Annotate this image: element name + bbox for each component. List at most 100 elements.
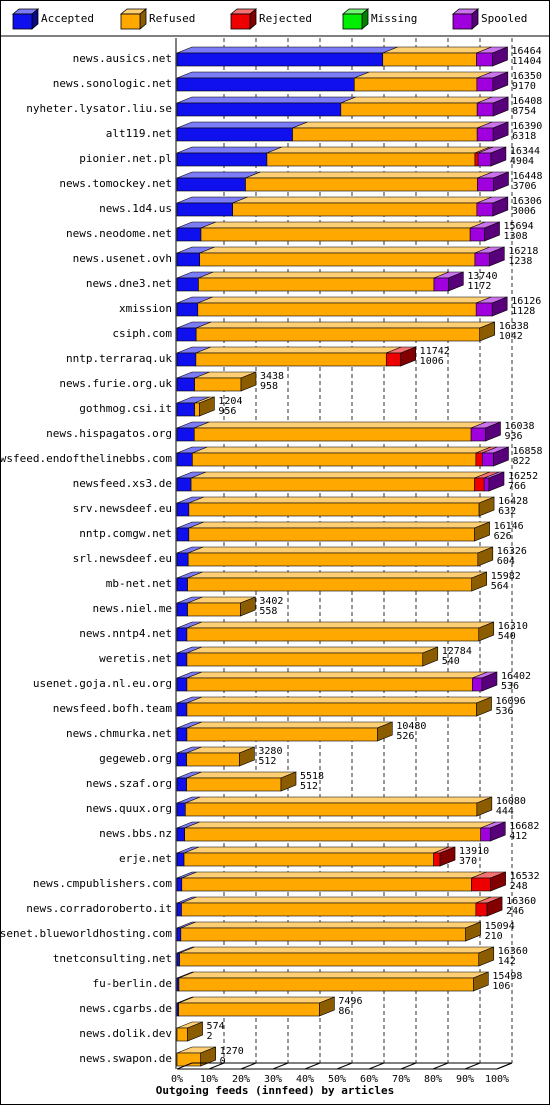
bar-segment-top-refused xyxy=(188,496,495,504)
bar-segment-top-refused xyxy=(200,221,486,229)
bar-end-face xyxy=(200,1046,216,1067)
tick-label: 60% xyxy=(360,1074,378,1085)
bar-segment-rejected xyxy=(474,152,479,167)
bar-end-face xyxy=(477,546,494,567)
bar-segment-accepted xyxy=(176,577,188,592)
bar-segment-accepted xyxy=(176,202,233,217)
bar-end-face xyxy=(490,146,507,167)
bar-segment-spooled xyxy=(475,302,493,317)
accepted-label: 0 xyxy=(220,1056,226,1067)
category-label: tnetconsulting.net xyxy=(53,952,172,965)
bar-segment-top-refused xyxy=(188,546,493,554)
bar-segment-top-refused xyxy=(197,296,492,304)
bar-row-news-bbs-nz xyxy=(176,821,506,842)
accepted-label: 1042 xyxy=(499,331,523,342)
accepted-label: 210 xyxy=(485,931,503,942)
bar-segment-refused xyxy=(232,202,478,217)
bar-segment-refused xyxy=(186,752,240,767)
bar-segment-accepted xyxy=(176,627,188,642)
bar-row-pionier-net-pl xyxy=(176,146,507,167)
category-label: newsfeed.bofh.team xyxy=(53,702,173,715)
bar-segment-refused xyxy=(186,677,473,692)
accepted-label: 2 xyxy=(207,1031,213,1042)
accepted-label: 142 xyxy=(498,956,516,967)
tick-label: 30% xyxy=(264,1074,282,1085)
accepted-label: 3706 xyxy=(512,181,536,192)
bar-end-face xyxy=(465,921,481,942)
legend-swatch-rejected xyxy=(229,8,258,30)
bar-segment-refused xyxy=(292,127,478,142)
bar-segment-top-accepted xyxy=(176,96,356,104)
total-label: 16360 xyxy=(498,946,528,957)
category-label: weretis.net xyxy=(99,652,172,665)
total-label: 16326 xyxy=(497,546,527,557)
bar-end-face xyxy=(492,96,509,117)
total-label: 10480 xyxy=(396,721,426,732)
tick-label: 100% xyxy=(485,1074,509,1085)
accepted-label: 558 xyxy=(259,606,277,617)
bar-segment-accepted xyxy=(176,477,192,492)
legend-label-accepted: Accepted xyxy=(41,12,94,25)
bar-end-face xyxy=(422,646,439,667)
bar-row-nyheter-lysator-liu-se xyxy=(176,96,509,117)
total-label: 16310 xyxy=(498,621,528,632)
tick-label: 70% xyxy=(392,1074,410,1085)
bar-segment-accepted xyxy=(176,102,342,117)
bar-segment-accepted xyxy=(176,727,188,742)
total-label: 11742 xyxy=(420,346,450,357)
bar-segment-spooled xyxy=(481,452,494,467)
bar-segment-refused xyxy=(193,427,472,442)
accepted-label: 1308 xyxy=(504,231,528,242)
bar-segment-top-refused xyxy=(188,521,490,529)
category-label: news.niel.me xyxy=(93,602,172,615)
accepted-label: 246 xyxy=(506,906,524,917)
bar-row-tnetconsulting-net xyxy=(176,946,495,967)
bar-end-face xyxy=(485,421,501,442)
bar-end-face xyxy=(377,721,393,742)
bar-end-face xyxy=(239,746,255,767)
bar-segment-top-refused xyxy=(199,246,491,254)
bar-segment-accepted xyxy=(176,327,197,342)
total-label: 13910 xyxy=(459,846,489,857)
category-label: newsfeed.xs3.de xyxy=(73,477,172,490)
total-label: 16532 xyxy=(510,871,540,882)
bar-end-face xyxy=(484,221,500,242)
bar-segment-top-refused xyxy=(382,46,492,54)
bar-row-srl-newsdeef-eu xyxy=(176,546,494,567)
total-label: 16252 xyxy=(508,471,538,482)
bar-segment-spooled xyxy=(476,52,493,67)
bar-segment-refused xyxy=(185,802,478,817)
bar-segment-spooled xyxy=(483,477,490,492)
total-label: 15982 xyxy=(491,571,521,582)
bar-segment-accepted xyxy=(176,277,199,292)
bar-row-news-ausics-net xyxy=(176,46,508,67)
accepted-label: 11404 xyxy=(512,56,542,67)
bar-segment-top-accepted xyxy=(176,46,398,54)
bar-segment-top-accepted xyxy=(176,146,283,154)
accepted-label: 3006 xyxy=(512,206,536,217)
bar-segment-rejected xyxy=(471,877,491,892)
accepted-label: 540 xyxy=(498,631,516,642)
bar-segment-top-refused xyxy=(245,171,493,179)
bar-segment-refused xyxy=(340,102,478,117)
bar-end-face xyxy=(240,371,257,392)
bar-row-nntp-terraraq-uk xyxy=(176,346,416,367)
bar-segment-refused xyxy=(186,727,378,742)
bar-segment-top-refused xyxy=(178,996,335,1004)
bar-segment-spooled xyxy=(472,677,483,692)
total-label: 3280 xyxy=(258,746,282,757)
total-label: 16350 xyxy=(512,71,542,82)
bar-segment-accepted xyxy=(176,677,188,692)
bar-row-newsfeed-xs3-de xyxy=(176,471,505,492)
accepted-label: 370 xyxy=(459,856,477,867)
bar-segment-refused xyxy=(187,552,479,567)
category-label: nntp.comgw.net xyxy=(79,527,172,540)
accepted-label: 1172 xyxy=(467,281,491,292)
category-label: srl.newsdeef.eu xyxy=(73,552,172,565)
category-label: fu-berlin.de xyxy=(93,977,172,990)
bar-segment-top-refused xyxy=(340,96,493,104)
bar-segment-refused xyxy=(183,852,434,867)
category-label: news.ausics.net xyxy=(73,52,172,65)
total-label: 12784 xyxy=(442,646,472,657)
